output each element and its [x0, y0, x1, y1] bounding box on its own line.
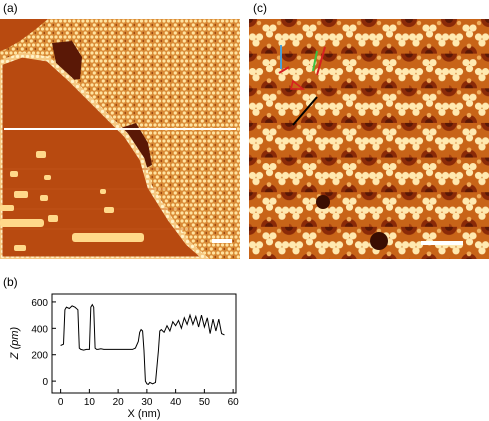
- terrace-texture: [0, 168, 194, 230]
- annotation-black-line: [292, 96, 318, 126]
- annotation-red-line-short: [278, 66, 290, 74]
- molecular-network: [249, 19, 489, 259]
- y-tick-label-1: 200: [31, 351, 48, 362]
- x-tick-label-0: 0: [58, 397, 64, 408]
- x-tick-label-3: 30: [141, 397, 153, 408]
- panel-c-stm-image: [249, 19, 489, 259]
- panel-a-svg: [0, 19, 240, 259]
- molecular-islands: [0, 151, 144, 251]
- panel-b-label: (b): [3, 275, 18, 289]
- defect-1: [316, 195, 330, 209]
- defect-2: [370, 232, 388, 250]
- panel-a-stm-image: [0, 19, 240, 259]
- annotation-red-triangle: [290, 79, 306, 90]
- dark-hole-1: [52, 41, 82, 81]
- panel-a-label: (a): [3, 1, 18, 15]
- y-axis-label: Z (pm): [9, 326, 21, 360]
- x-tick-label-1: 10: [84, 397, 96, 408]
- lower-terrace: [0, 52, 210, 259]
- annotation-red-line-long: [316, 46, 326, 76]
- x-tick-label-2: 20: [113, 397, 125, 408]
- annotation-green-line: [312, 50, 318, 72]
- y-tick-label-0: 0: [42, 377, 48, 388]
- y-tick-label-3: 600: [31, 298, 48, 309]
- chart-frame: [51, 293, 237, 394]
- x-axis-label: X (nm): [128, 408, 161, 420]
- x-tick-label-5: 50: [199, 397, 211, 408]
- x-tick-label-6: 60: [228, 397, 240, 408]
- scale-bar-a: [212, 239, 232, 243]
- y-tick-label-2: 400: [31, 324, 48, 335]
- panel-c-label: (c): [253, 1, 267, 15]
- x-tick-label-4: 40: [170, 397, 182, 408]
- scale-bar-c: [421, 241, 463, 245]
- height-profile-chart: 0 200 400 600 0 10 20 30 40 50 60 Z (pm) X (nm): [9, 293, 240, 420]
- panel-c-svg: [249, 19, 489, 259]
- series-line: [60, 303, 225, 386]
- lower-terrace-corner: [0, 19, 48, 51]
